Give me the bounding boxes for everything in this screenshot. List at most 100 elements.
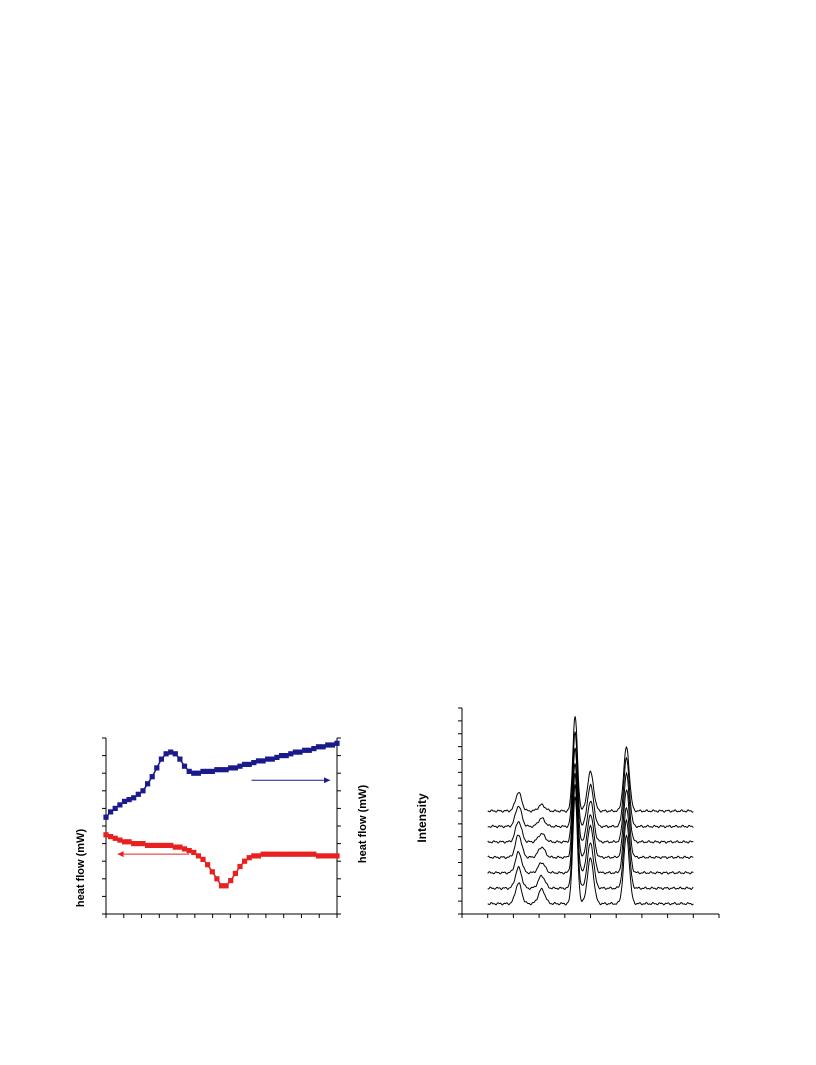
dsc-arrows bbox=[117, 777, 331, 858]
series-1-point bbox=[334, 853, 340, 859]
series-1-point bbox=[200, 856, 206, 862]
series-0-point bbox=[154, 765, 160, 771]
series-0-point bbox=[223, 767, 229, 773]
series-1-point bbox=[191, 849, 197, 855]
dsc-left-ylabel: heat flow (mW) bbox=[75, 829, 87, 908]
series-0-point bbox=[214, 767, 220, 773]
series-1-point bbox=[126, 839, 132, 845]
series-1-point bbox=[131, 841, 137, 847]
dsc-chart: heat flow (mW) heat flow (mW) bbox=[75, 737, 369, 918]
series-0-point bbox=[279, 753, 285, 759]
series-1-point bbox=[325, 853, 331, 859]
series-0-point bbox=[172, 751, 178, 757]
series-0-point bbox=[108, 809, 114, 815]
xrd-trace-7 bbox=[487, 716, 694, 813]
series-1-point bbox=[283, 851, 289, 857]
series-0-point bbox=[242, 761, 248, 767]
series-0-point bbox=[251, 760, 257, 766]
xrd-trace-2 bbox=[487, 784, 694, 891]
series-0-point bbox=[209, 768, 215, 774]
series-0-point bbox=[265, 756, 271, 762]
series-0-point bbox=[158, 756, 164, 762]
series-1-point bbox=[232, 870, 238, 877]
series-0-point bbox=[145, 781, 151, 787]
series-1-point bbox=[255, 853, 262, 859]
series-1-point bbox=[135, 841, 141, 847]
series-0-point bbox=[191, 770, 197, 776]
series-1-point bbox=[279, 851, 285, 857]
series-0-point bbox=[228, 765, 234, 771]
series-0-point bbox=[237, 763, 243, 769]
series-1-point bbox=[269, 851, 275, 857]
series-1-point bbox=[168, 842, 174, 848]
series-1-point bbox=[329, 853, 335, 859]
series-1-point bbox=[297, 851, 303, 857]
series-1-point bbox=[121, 839, 128, 845]
series-0-point bbox=[140, 788, 146, 794]
series-1-point bbox=[242, 858, 248, 864]
series-0-point bbox=[163, 751, 169, 757]
series-1-point bbox=[288, 851, 294, 857]
xrd-trace-4 bbox=[487, 763, 694, 860]
series-1-point bbox=[158, 842, 164, 848]
series-0-point bbox=[200, 768, 206, 774]
series-1-point bbox=[251, 853, 257, 859]
series-0-point bbox=[260, 758, 266, 764]
series-1-point bbox=[315, 853, 322, 859]
series-1-point bbox=[108, 834, 114, 840]
series-0-point bbox=[177, 756, 183, 762]
series-1-point bbox=[195, 853, 201, 859]
xrd-chart: Intensity bbox=[415, 707, 720, 918]
series-1-point bbox=[214, 876, 220, 882]
series-1-point bbox=[218, 883, 225, 889]
series-1-point bbox=[145, 842, 151, 848]
dsc-series bbox=[103, 740, 340, 889]
series-0-point bbox=[283, 753, 289, 759]
series-1-point bbox=[177, 844, 183, 850]
series-0-point bbox=[181, 763, 188, 769]
series-1-point bbox=[223, 883, 229, 889]
series-0-point bbox=[205, 768, 211, 774]
series-0-point bbox=[274, 754, 280, 760]
series-0-point bbox=[311, 746, 317, 752]
series-0-point bbox=[302, 747, 308, 753]
series-0-point bbox=[168, 749, 174, 755]
series-1-point bbox=[237, 863, 243, 870]
series-0-point bbox=[126, 797, 132, 803]
series-1-point bbox=[140, 841, 146, 847]
arrow-head-right bbox=[324, 777, 331, 784]
series-1-point bbox=[265, 851, 271, 857]
series-0-point bbox=[315, 744, 322, 750]
series-1-point bbox=[186, 848, 192, 854]
series-0-point bbox=[325, 742, 331, 748]
series-0-point bbox=[297, 749, 303, 755]
series-0-point bbox=[246, 761, 252, 767]
series-1-point bbox=[103, 832, 109, 838]
series-0-point bbox=[255, 758, 262, 764]
series-1-point bbox=[246, 855, 252, 861]
series-0-point bbox=[186, 768, 192, 774]
series-1-point bbox=[302, 851, 308, 857]
series-1-point bbox=[205, 862, 211, 868]
series-1-point bbox=[306, 851, 312, 857]
xrd-traces bbox=[487, 716, 694, 906]
series-1-point bbox=[311, 851, 317, 857]
series-0-point bbox=[112, 805, 118, 811]
series-0-point bbox=[195, 770, 201, 776]
dsc-right-ylabel: heat flow (mW) bbox=[357, 785, 369, 864]
series-0-point bbox=[292, 749, 298, 755]
series-0-point bbox=[218, 767, 225, 773]
series-1-point bbox=[320, 853, 326, 859]
series-1-point bbox=[163, 842, 169, 848]
xrd-trace-3 bbox=[487, 773, 694, 875]
series-0-point bbox=[121, 798, 128, 804]
xrd-trace-1 bbox=[487, 796, 694, 906]
series-1-point bbox=[181, 846, 188, 852]
series-1-point bbox=[149, 842, 155, 848]
xrd-trace-6 bbox=[487, 731, 694, 829]
xrd-trace-5 bbox=[487, 747, 694, 844]
series-0-point bbox=[149, 774, 155, 780]
series-1-point bbox=[292, 851, 298, 857]
